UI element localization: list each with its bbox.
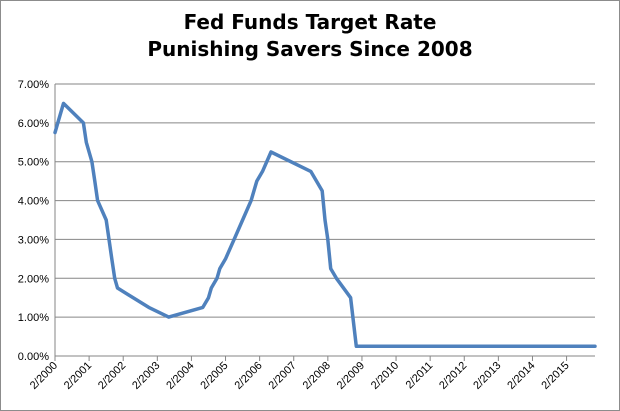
y-tick-label: 2.00% [18,273,49,285]
x-tick-label: 2/2013 [471,360,503,392]
x-tick-label: 2/2000 [28,360,60,392]
y-tick-label: 7.00% [18,79,49,91]
x-tick-label: 2/2006 [232,360,264,392]
x-tick-label: 2/2007 [267,360,299,392]
x-tick-label: 2/2012 [437,360,469,392]
x-tick-label: 2/2002 [96,360,128,392]
chart-title: Fed Funds Target Rate Punishing Savers S… [1,9,619,63]
x-tick-label: 2/2015 [539,360,571,392]
x-tick-label: 2/2011 [404,360,436,392]
chart-title-line-1: Fed Funds Target Rate [183,10,437,34]
y-tick-label: 5.00% [18,157,49,169]
x-tick-label: 2/2003 [130,360,162,392]
y-tick-label: 4.00% [18,196,49,208]
chart-title-line-2: Punishing Savers Since 2008 [147,37,473,61]
x-tick-label: 2/2010 [369,360,401,392]
x-tick-label: 2/2001 [62,360,94,392]
y-tick-label: 0.00% [18,351,49,363]
y-tick-label: 1.00% [18,312,49,324]
y-tick-label: 3.00% [18,234,49,246]
y-tick-label: 6.00% [18,118,49,130]
x-tick-label: 2/2009 [335,360,367,392]
x-tick-label: 2/2005 [198,360,230,392]
x-tick-label: 2/2008 [301,360,333,392]
x-tick-label: 2/2014 [505,360,537,392]
series-line [53,101,597,349]
x-tick-label: 2/2004 [164,360,196,392]
